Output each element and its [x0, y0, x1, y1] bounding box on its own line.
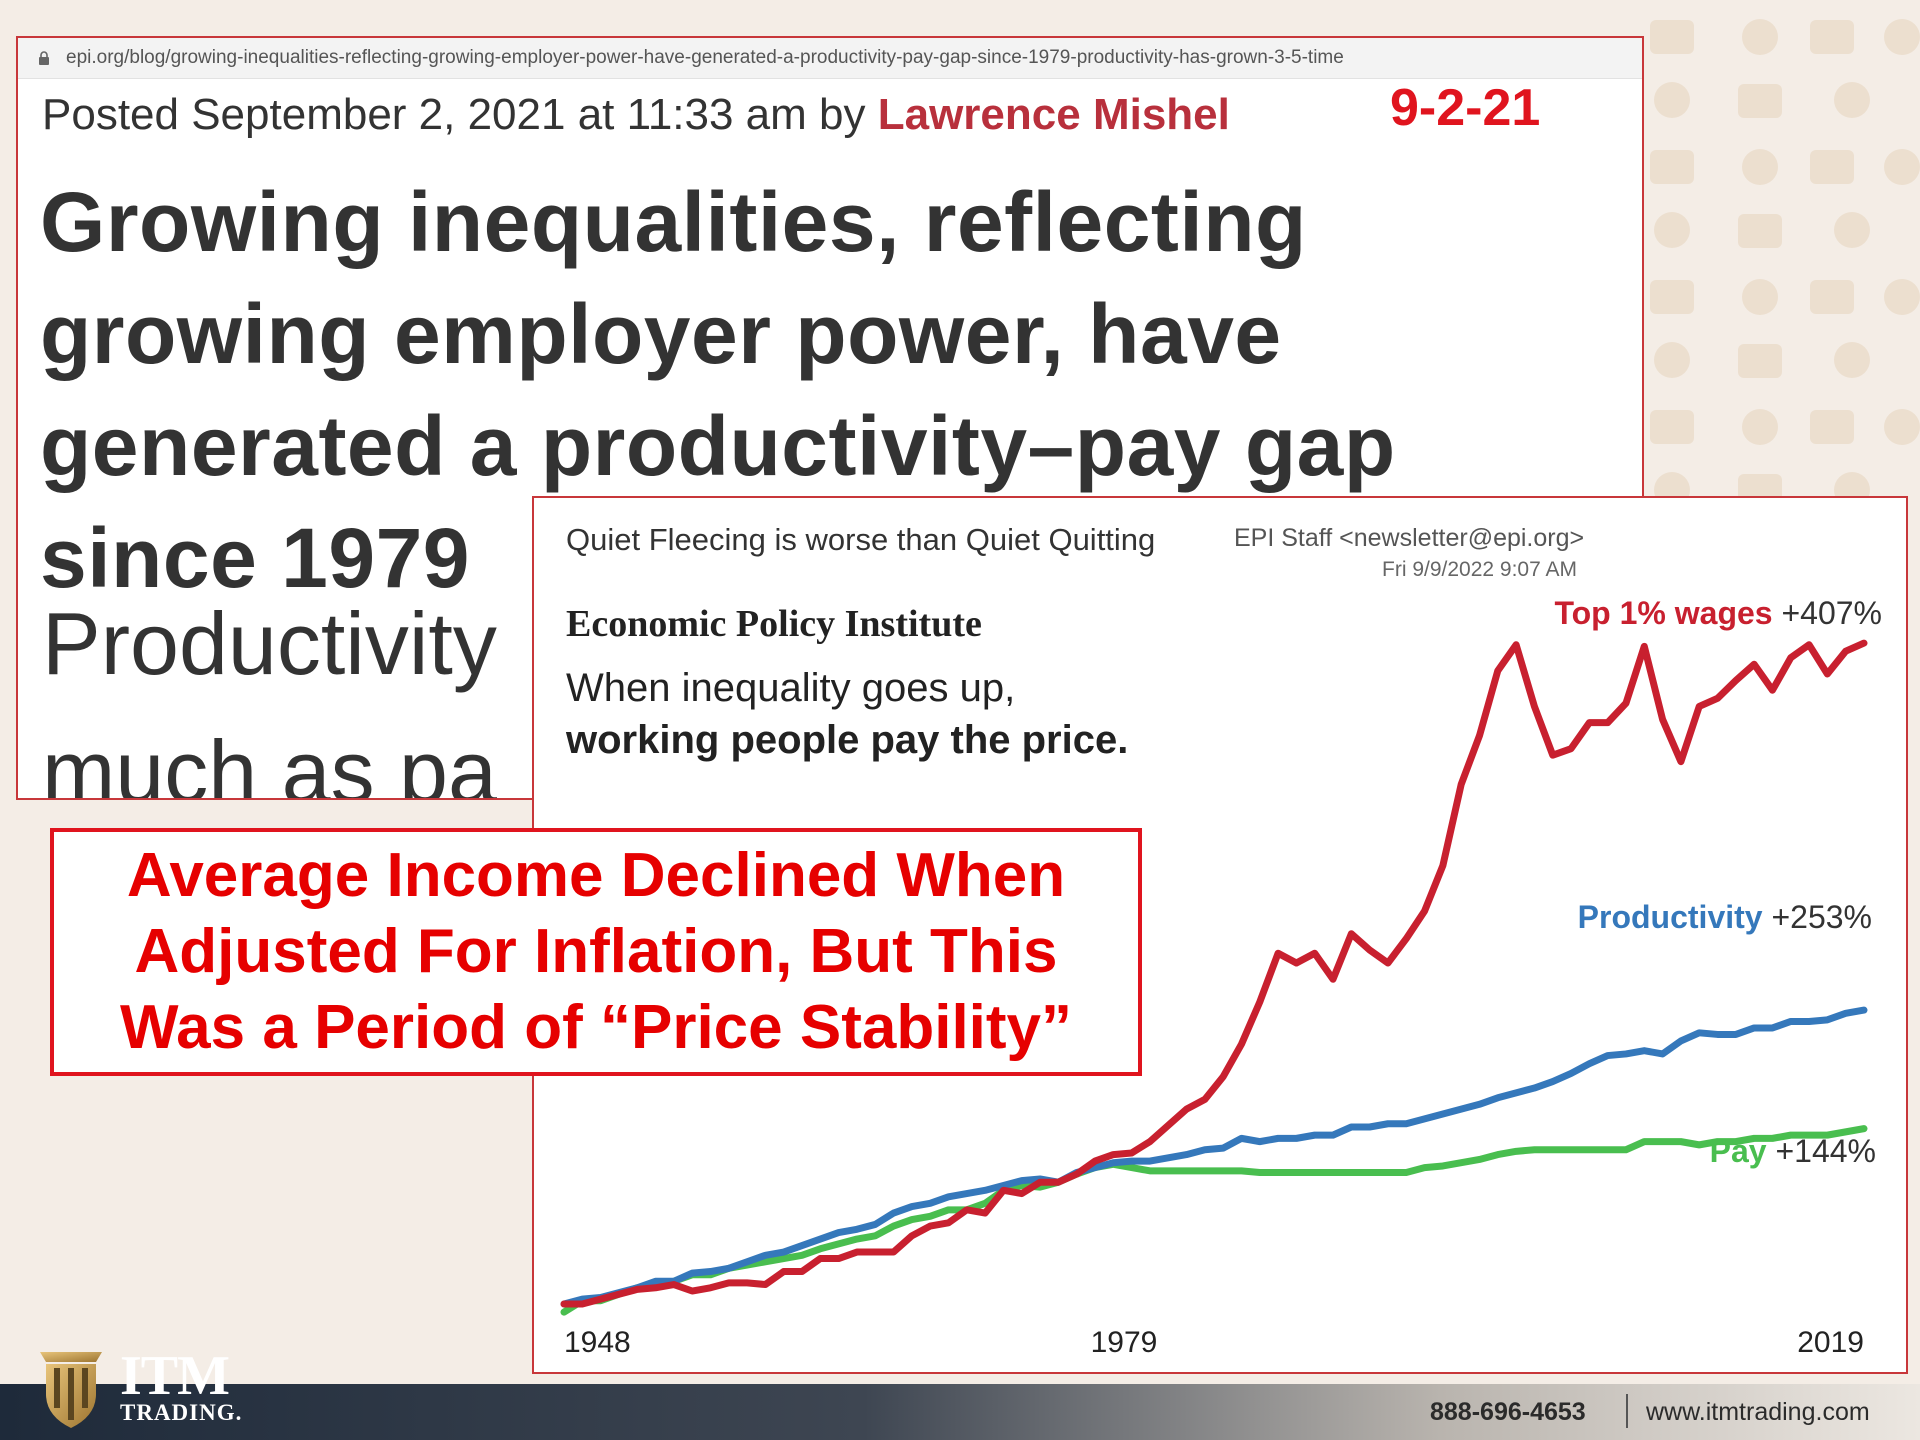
logo-subtext: TRADING.	[120, 1400, 243, 1425]
url-bar[interactable]: epi.org/blog/growing-inequalities-reflec…	[18, 38, 1642, 79]
headline-line: generated a productivity–pay gap	[40, 399, 1396, 493]
series-line-productivity	[560, 1006, 1868, 1308]
email-date: Fri 9/9/2022 9:07 AM	[1382, 558, 1577, 581]
url-domain: epi.org	[66, 47, 125, 68]
footer-divider	[1626, 1394, 1628, 1428]
callout-text: Average Income Declined When Adjusted Fo…	[119, 841, 1073, 1062]
x-tick-label: 1948	[564, 1326, 631, 1359]
date-stamp: 9-2-21	[1390, 79, 1541, 137]
inequality-line-chart: Top 1% wages +407% Productivity +253% Pay …	[560, 595, 1882, 1359]
series-line-pay	[560, 1125, 1868, 1316]
series-line-top-1-wages	[560, 639, 1868, 1308]
footer-bar: 888-696-4653 www.itmtrading.com	[0, 1384, 1920, 1440]
author-link[interactable]: Lawrence Mishel	[877, 90, 1230, 139]
epi-org-name: Economic Policy Institute	[566, 603, 982, 645]
article-headline: Growing inequalities, reflecting growing…	[40, 166, 1640, 614]
pillar-logo-icon	[40, 1352, 102, 1428]
headline-line: growing employer power, have	[40, 287, 1282, 381]
tagline-line-2: working people pay the price.	[566, 718, 1129, 762]
headline-line: Growing inequalities, reflecting	[40, 175, 1307, 269]
itm-trading-logo: ITM TRADING.	[36, 1344, 256, 1434]
x-tick-label: 2019	[1797, 1326, 1864, 1359]
logo-wordmark: ITM	[120, 1345, 230, 1407]
series-label: Productivity +253%	[1578, 899, 1872, 935]
url-path: /blog/growing-inequalities-reflecting-gr…	[124, 47, 1344, 68]
series-label: Pay +144%	[1710, 1133, 1876, 1169]
x-tick-label: 1979	[1091, 1326, 1158, 1359]
article-subheading: Productivity much as pa	[42, 580, 1642, 800]
lock-icon	[39, 51, 49, 65]
article-screenshot: epi.org/blog/growing-inequalities-reflec…	[16, 36, 1644, 800]
background-pattern	[1650, 19, 1920, 508]
tagline-line-1: When inequality goes up,	[566, 666, 1016, 710]
series-label: Top 1% wages +407%	[1554, 595, 1882, 631]
headline-line: since 1979	[40, 511, 471, 605]
website-link[interactable]: www.itmtrading.com	[1646, 1398, 1870, 1426]
subheading-line: much as pa	[42, 722, 497, 800]
email-sender: EPI Staff <newsletter@epi.org>	[1234, 524, 1585, 552]
phone-number[interactable]: 888-696-4653	[1430, 1398, 1586, 1426]
email-subject: Quiet Fleecing is worse than Quiet Quitt…	[566, 522, 1156, 557]
posted-date: Posted September 2, 2021 at 11:33 am by	[42, 90, 878, 139]
post-byline: Posted September 2, 2021 at 11:33 am by …	[42, 90, 1230, 140]
subheading-line: Productivity	[42, 594, 497, 693]
callout-box: Average Income Declined When Adjusted Fo…	[50, 828, 1142, 1076]
